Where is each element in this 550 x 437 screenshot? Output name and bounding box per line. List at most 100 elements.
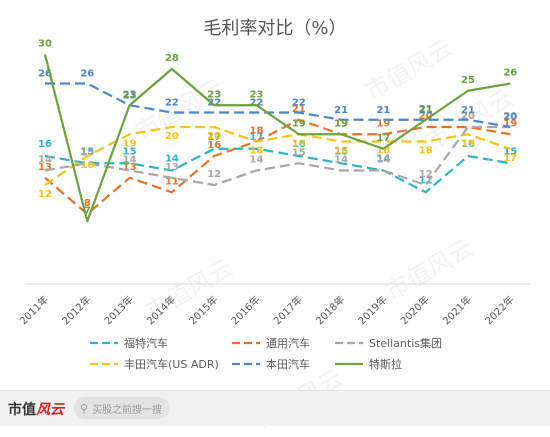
legend-label: 丰田汽车(US ADR)	[124, 357, 219, 371]
data-label: 11	[419, 175, 433, 186]
series-line	[44, 118, 511, 216]
data-label: 14	[334, 155, 348, 166]
data-label: 22	[292, 98, 306, 109]
x-tick-label: 2015年	[186, 293, 220, 327]
data-label: 19	[503, 118, 517, 129]
data-label: 20	[503, 111, 517, 122]
data-label: 19	[334, 118, 348, 129]
data-label: 16	[461, 139, 475, 150]
brand-logo: 市值风云	[8, 399, 64, 419]
data-label: 14	[376, 155, 390, 166]
x-tick-label: 2016年	[228, 293, 262, 327]
data-label: 21	[292, 104, 306, 115]
x-tick-label: 2017年	[271, 293, 305, 327]
data-label: 13	[165, 162, 179, 173]
search-text: 买股之前搜一搜	[92, 404, 163, 416]
data-label: 30	[38, 39, 52, 50]
legend-label: Stellantis集团	[369, 336, 442, 350]
data-label: 20	[503, 112, 517, 123]
data-label: 16	[292, 139, 306, 150]
data-label: 18	[334, 146, 348, 157]
data-label: 21	[376, 105, 390, 116]
data-label: 12	[38, 189, 52, 200]
data-label: 20	[461, 111, 475, 122]
data-label: 14	[123, 155, 137, 166]
data-label: 17	[250, 132, 264, 143]
chart-title: 毛利率对比（%）	[203, 18, 347, 39]
x-tick-label: 2011年	[17, 293, 51, 327]
data-label: 26	[38, 69, 52, 80]
data-label: 20	[461, 111, 475, 122]
series-line	[45, 82, 511, 129]
data-label: 16	[80, 160, 94, 171]
x-tick-label: 2014年	[144, 293, 178, 327]
data-label: 12	[207, 169, 221, 180]
series-line	[44, 147, 511, 194]
data-label: 21	[419, 105, 433, 116]
data-label: 15	[503, 146, 517, 157]
data-label: 21	[419, 104, 433, 115]
data-label: 19	[292, 118, 306, 129]
data-label: 17	[376, 133, 390, 144]
data-label: 15	[334, 146, 348, 157]
x-tick-label: 2020年	[398, 293, 432, 327]
brand-name: 市值	[8, 402, 36, 418]
series-line	[44, 125, 511, 186]
data-label: 19	[334, 118, 348, 129]
data-label: 17	[207, 132, 221, 143]
data-label: 26	[503, 68, 517, 79]
chart-card: 毛利率对比（%） 市值风云 市值风云 市值风云 市值风云 市值风云 市值风云 2…	[16, 18, 530, 436]
data-label: 23	[207, 89, 221, 100]
data-label: 12	[419, 169, 433, 180]
footer-search[interactable]: ⚲ 买股之前搜一搜	[74, 397, 170, 419]
data-label: 14	[376, 154, 390, 165]
data-label: 14	[38, 155, 52, 166]
data-label: 13	[38, 162, 52, 173]
data-label: 19	[292, 138, 306, 149]
data-label: 23	[123, 89, 137, 100]
x-tick-label: 2013年	[101, 293, 135, 327]
data-label: 17	[503, 153, 517, 164]
legend-label: 特斯拉	[369, 357, 402, 371]
data-label: 13	[123, 162, 137, 173]
data-label: 22	[250, 98, 264, 109]
legend-label: 本田汽车	[266, 357, 310, 371]
series-line	[43, 54, 511, 223]
x-tick-label: 2021年	[440, 293, 474, 327]
data-label: 14	[250, 155, 264, 166]
data-label: 15	[80, 146, 94, 157]
data-label: 22	[165, 98, 179, 109]
data-label: 28	[165, 53, 179, 64]
data-label: 26	[80, 69, 94, 80]
x-tick-label: 2018年	[313, 293, 347, 327]
data-label: 18	[419, 146, 433, 157]
x-tick-label: 2012年	[59, 293, 93, 327]
data-label: 15	[292, 147, 306, 158]
data-label: 23	[123, 90, 137, 101]
data-label: 21	[334, 105, 348, 116]
data-label: 14	[165, 154, 179, 165]
data-label: 16	[207, 140, 221, 151]
data-label: 23	[250, 89, 264, 100]
x-tick-label: 2019年	[355, 293, 389, 327]
data-label: 22	[207, 98, 221, 109]
data-label: 20	[419, 111, 433, 122]
brand-accent: 风云	[36, 402, 64, 418]
data-label: 18	[250, 146, 264, 157]
search-icon: ⚲	[80, 401, 89, 415]
legend-label: 通用汽车	[266, 336, 310, 350]
line-chart: 2011年 2012年 2013年 2014年 2015年 2016年 2017年 2018年…	[17, 39, 530, 371]
data-label: 15	[123, 146, 137, 157]
data-label: 18	[376, 146, 390, 157]
data-label: 8	[84, 198, 91, 209]
footer-bar: 市值风云 ⚲ 买股之前搜一搜	[0, 390, 550, 426]
legend-label: 福特汽车	[124, 336, 168, 350]
data-label: 15	[80, 147, 94, 158]
data-label: 18	[250, 126, 264, 137]
data-label: 16	[38, 139, 52, 150]
data-label: 20	[165, 131, 179, 142]
data-label: 11	[165, 176, 179, 187]
data-label: 21	[461, 105, 475, 116]
series-line	[44, 125, 511, 187]
data-label: 19	[461, 138, 475, 149]
